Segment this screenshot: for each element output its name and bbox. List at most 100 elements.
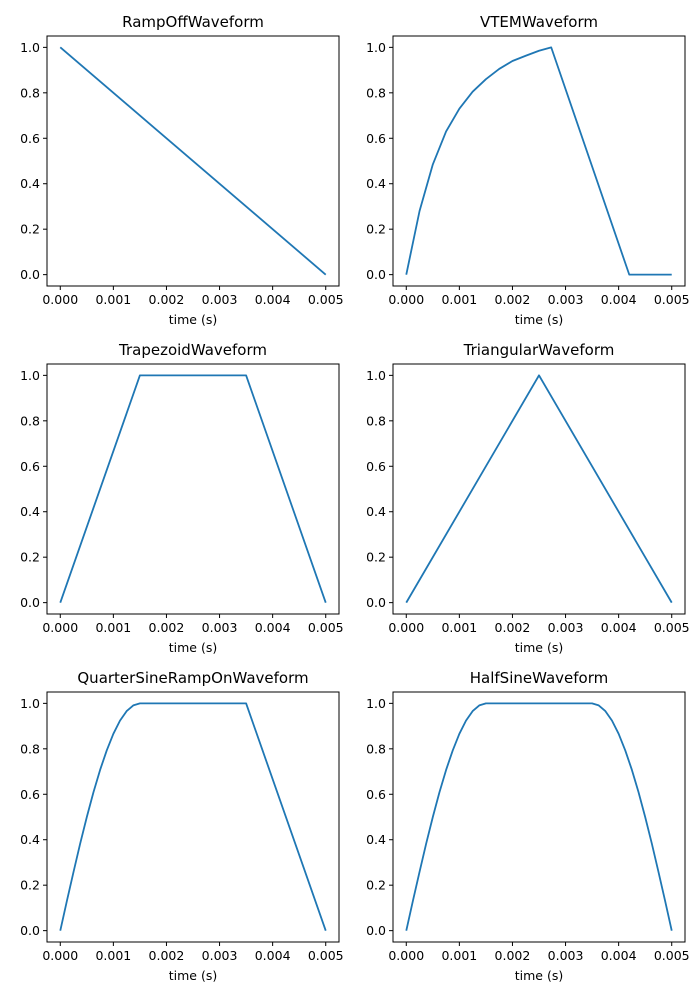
subplot-3: TrapezoidWaveform 0.000 0.001 0.002 0.003 0.0… [20,341,344,655]
x-axis-label: time (s) [515,968,563,983]
y-tick-label: 0.8 [20,413,40,428]
x-tick-label: 0.001 [441,948,477,963]
x-tick-label: 0.003 [202,948,238,963]
y-tick-label: 0.2 [366,222,386,237]
y-tick-label: 1.0 [20,40,40,55]
x-tick-label: 0.005 [308,292,344,307]
y-tick-label: 1.0 [366,368,386,383]
y-tick-label: 0.6 [366,459,386,474]
x-tick-label: 0.000 [388,292,424,307]
x-tick-label: 0.002 [495,948,531,963]
x-axis-label: time (s) [169,312,217,327]
y-tick-label: 0.6 [366,787,386,802]
x-tick-label: 0.003 [548,948,584,963]
x-axis-label: time (s) [515,640,563,655]
y-tick-label: 0.0 [366,595,386,610]
x-tick-label: 0.003 [548,292,584,307]
y-tick-label: 0.0 [20,595,40,610]
y-tick-label: 0.6 [20,131,40,146]
subplot-title: TriangularWaveform [463,341,615,359]
y-tick-label: 0.2 [20,878,40,893]
x-tick-label: 0.002 [495,620,531,635]
y-tick-label: 0.8 [20,741,40,756]
subplot-2: VTEMWaveform 0.000 0.001 0.002 0.003 0.004 0.0… [366,13,690,327]
x-axis-label: time (s) [169,640,217,655]
axes-frame [46,35,340,287]
x-axis-label: time (s) [169,968,217,983]
axes-frame [392,363,686,615]
y-tick-label: 0.6 [20,459,40,474]
y-tick-label: 0.0 [366,267,386,282]
series-line [59,46,327,276]
y-tick-label: 0.2 [20,550,40,565]
subplot-title: HalfSineWaveform [470,669,609,687]
subplot-4: TriangularWaveform 0.000 0.001 0.002 0.003 0.… [366,341,690,655]
y-tick-label: 0.8 [366,413,386,428]
x-tick-label: 0.003 [548,620,584,635]
x-tick-label: 0.002 [495,292,531,307]
x-tick-label: 0.004 [255,292,291,307]
x-tick-label: 0.005 [654,620,690,635]
series-line [405,702,673,931]
y-tick-label: 1.0 [20,696,40,711]
subplot-title: QuarterSineRampOnWaveform [77,669,308,687]
y-tick-label: 0.4 [20,176,40,191]
y-tick-label: 0.6 [20,787,40,802]
axes-frame [392,35,686,287]
subplot-5: QuarterSineRampOnWaveform 0.000 0.001 0.002… [20,669,344,983]
x-tick-label: 0.004 [255,948,291,963]
y-tick-label: 0.8 [366,85,386,100]
x-tick-label: 0.001 [441,292,477,307]
x-tick-label: 0.004 [255,620,291,635]
y-tick-label: 0.2 [366,550,386,565]
x-tick-label: 0.001 [441,620,477,635]
y-tick-label: 0.4 [20,504,40,519]
x-tick-label: 0.001 [95,620,131,635]
x-tick-label: 0.002 [149,292,185,307]
axes-frame [392,691,686,943]
x-tick-label: 0.000 [42,620,78,635]
series-line [405,46,672,276]
x-tick-label: 0.005 [308,948,344,963]
x-tick-label: 0.003 [202,620,238,635]
subplot-title: VTEMWaveform [480,13,598,31]
x-tick-label: 0.002 [149,948,185,963]
y-tick-label: 0.0 [20,923,40,938]
x-tick-label: 0.002 [149,620,185,635]
x-tick-label: 0.004 [601,948,637,963]
series-line [59,374,327,603]
x-tick-label: 0.005 [654,292,690,307]
series-line [405,374,673,604]
x-tick-label: 0.004 [601,292,637,307]
y-tick-label: 0.8 [20,85,40,100]
subplot-1: RampOffWaveform 0.000 0.001 0.002 0.003 0.004… [20,13,344,327]
y-tick-label: 0.0 [20,267,40,282]
y-tick-label: 0.4 [366,832,386,847]
axes-frame [46,691,340,943]
x-tick-label: 0.000 [388,948,424,963]
y-tick-label: 0.2 [20,222,40,237]
x-tick-label: 0.003 [202,292,238,307]
y-tick-label: 0.4 [366,504,386,519]
y-tick-label: 0.6 [366,131,386,146]
x-tick-label: 0.005 [654,948,690,963]
x-tick-label: 0.005 [308,620,344,635]
x-tick-label: 0.000 [42,948,78,963]
subplot-title: TrapezoidWaveform [118,341,267,359]
y-tick-label: 1.0 [20,368,40,383]
y-tick-label: 0.4 [20,832,40,847]
y-tick-label: 0.4 [366,176,386,191]
y-tick-label: 0.0 [366,923,386,938]
x-tick-label: 0.000 [42,292,78,307]
x-tick-label: 0.000 [388,620,424,635]
x-tick-label: 0.004 [601,620,637,635]
y-tick-label: 0.2 [366,878,386,893]
x-tick-label: 0.001 [95,292,131,307]
subplot-title: RampOffWaveform [122,13,264,31]
series-line [59,702,327,931]
x-axis-label: time (s) [515,312,563,327]
x-tick-label: 0.001 [95,948,131,963]
axes-frame [46,363,340,615]
